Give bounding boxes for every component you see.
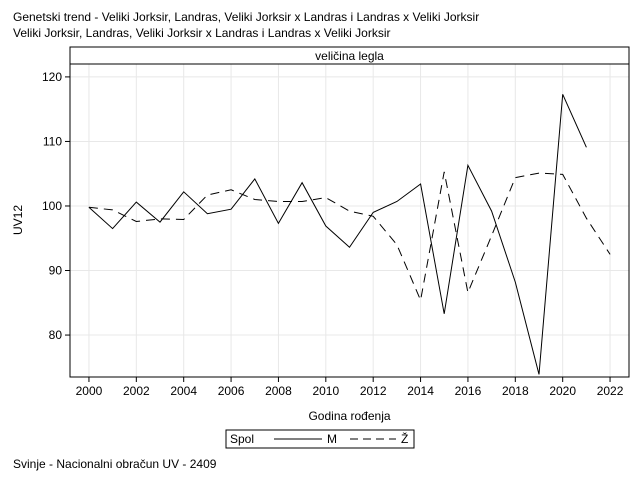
x-tick-label: 2016	[455, 384, 482, 398]
chart-title-line-2: Veliki Jorksir, Landras, Veliki Jorksir …	[13, 26, 391, 40]
series-line-m	[88, 94, 587, 375]
x-tick-label: 2012	[360, 384, 387, 398]
axes: 2000 2002 2004 2006 2008 2010 2012 2014 2016 2018…	[42, 70, 624, 398]
legend-title: Spol	[230, 432, 254, 446]
chart-title-line-1: Genetski trend - Veliki Jorksir, Landras…	[13, 10, 480, 24]
series-lines	[88, 94, 611, 375]
x-tick-label: 2022	[597, 384, 624, 398]
x-tick-label: 2020	[549, 384, 576, 398]
legend-label-m: M	[327, 432, 337, 446]
x-axis-label: Godina rođenja	[308, 409, 390, 423]
legend-label-z: Ž	[401, 431, 408, 446]
x-tick-label: 2018	[502, 384, 529, 398]
x-tick-label: 2008	[265, 384, 292, 398]
y-tick-label: 100	[42, 199, 62, 213]
grid-lines	[70, 64, 629, 377]
y-tick-label: 80	[49, 328, 63, 342]
footer-note: Svinje - Nacionalni obračun UV - 2409	[13, 457, 217, 471]
y-axis-label: UV12	[11, 205, 25, 235]
series-line-z	[88, 171, 611, 302]
x-tick-label: 2002	[123, 384, 150, 398]
x-tick-label: 2000	[76, 384, 103, 398]
y-tick-label: 120	[42, 70, 62, 84]
x-tick-label: 2006	[218, 384, 245, 398]
legend: Spol M Ž	[225, 429, 415, 449]
plot-area	[69, 63, 630, 378]
x-tick-label: 2004	[170, 384, 197, 398]
x-tick-label: 2010	[312, 384, 339, 398]
panel-title: veličina legla	[315, 49, 384, 63]
y-tick-label: 110	[43, 134, 62, 148]
y-tick-label: 90	[49, 264, 63, 278]
x-tick-label: 2014	[407, 384, 434, 398]
